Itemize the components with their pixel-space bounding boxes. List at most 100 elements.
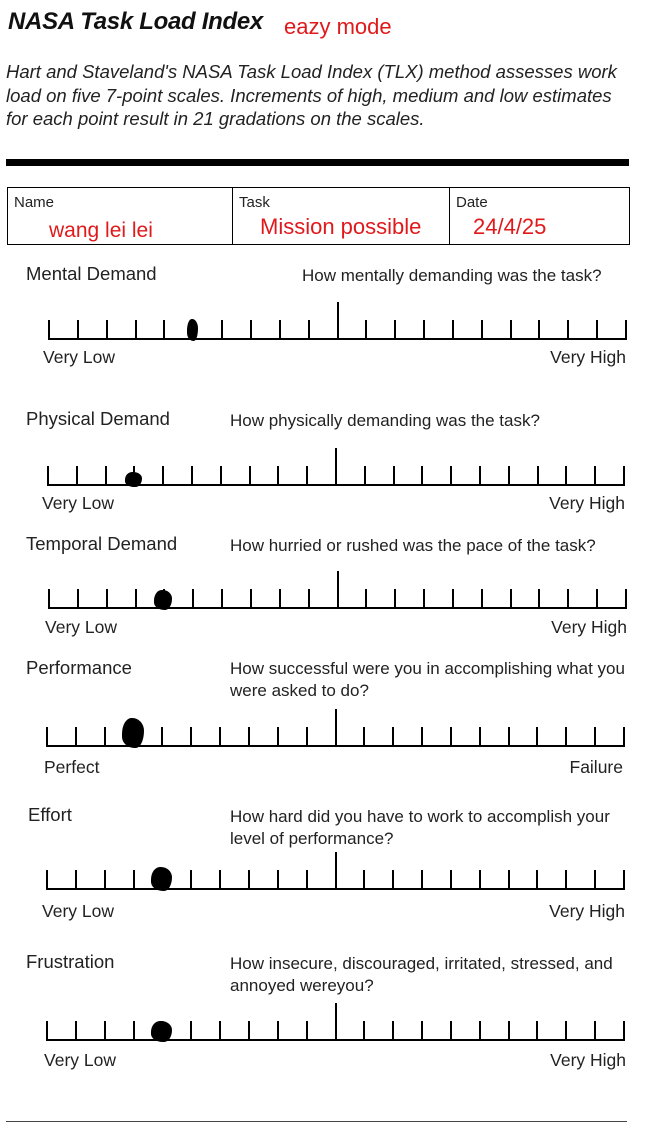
scale-tick[interactable] — [565, 1021, 568, 1041]
scale-tick[interactable] — [449, 1021, 452, 1041]
scale-tick[interactable] — [480, 320, 483, 340]
scale-tick[interactable] — [278, 589, 281, 609]
scale-tick[interactable] — [507, 1021, 510, 1041]
effort-scale[interactable] — [46, 850, 625, 891]
scale-tick[interactable] — [623, 466, 625, 486]
scale-tick[interactable] — [596, 589, 599, 609]
scale-tick[interactable] — [392, 466, 395, 486]
scale-tick[interactable] — [623, 727, 625, 747]
scale-tick[interactable] — [104, 466, 107, 486]
scale-tick[interactable] — [76, 320, 79, 340]
scale-tick[interactable] — [192, 589, 195, 609]
scale-tick[interactable] — [190, 870, 193, 890]
scale-tick[interactable] — [538, 589, 541, 609]
mental-demand-scale[interactable] — [48, 300, 627, 341]
scale-tick[interactable] — [421, 1021, 424, 1041]
scale-tick[interactable] — [423, 320, 426, 340]
scale-tick[interactable] — [221, 320, 224, 340]
scale-tick[interactable] — [46, 1021, 48, 1041]
scale-tick[interactable] — [219, 870, 222, 890]
scale-tick[interactable] — [219, 466, 222, 486]
scale-tick[interactable] — [221, 589, 224, 609]
scale-tick[interactable] — [76, 589, 79, 609]
scale-tick[interactable] — [594, 466, 597, 486]
scale-tick[interactable] — [134, 589, 137, 609]
scale-tick[interactable] — [46, 727, 48, 747]
scale-tick[interactable] — [392, 870, 395, 890]
scale-midpoint-tick[interactable] — [334, 852, 337, 890]
scale-tick[interactable] — [74, 870, 77, 890]
scale-tick[interactable] — [421, 727, 424, 747]
scale-tick[interactable] — [163, 320, 166, 340]
scale-tick[interactable] — [594, 727, 597, 747]
scale-tick[interactable] — [363, 870, 366, 890]
scale-tick[interactable] — [249, 320, 252, 340]
frustration-scale[interactable] — [46, 1001, 625, 1042]
scale-tick[interactable] — [105, 589, 108, 609]
scale-tick[interactable] — [623, 1021, 625, 1041]
scale-tick[interactable] — [594, 1021, 597, 1041]
scale-tick[interactable] — [536, 1021, 539, 1041]
temporal-demand-scale[interactable] — [48, 569, 627, 610]
scale-tick[interactable] — [247, 727, 250, 747]
scale-midpoint-tick[interactable] — [336, 571, 339, 609]
scale-tick[interactable] — [421, 466, 424, 486]
scale-tick[interactable] — [392, 727, 395, 747]
scale-tick[interactable] — [363, 466, 366, 486]
scale-tick[interactable] — [103, 727, 106, 747]
scale-tick[interactable] — [478, 727, 481, 747]
scale-tick[interactable] — [449, 727, 452, 747]
scale-tick[interactable] — [450, 466, 453, 486]
scale-tick[interactable] — [161, 727, 164, 747]
scale-tick[interactable] — [625, 589, 627, 609]
scale-tick[interactable] — [594, 870, 597, 890]
scale-tick[interactable] — [421, 870, 424, 890]
scale-tick[interactable] — [567, 320, 570, 340]
scale-tick[interactable] — [365, 320, 368, 340]
scale-tick[interactable] — [276, 870, 279, 890]
scale-tick[interactable] — [536, 466, 539, 486]
scale-tick[interactable] — [219, 727, 222, 747]
scale-tick[interactable] — [480, 589, 483, 609]
scale-tick[interactable] — [305, 727, 308, 747]
scale-tick[interactable] — [451, 589, 454, 609]
scale-tick[interactable] — [536, 870, 539, 890]
scale-tick[interactable] — [507, 870, 510, 890]
scale-tick[interactable] — [190, 727, 193, 747]
scale-tick[interactable] — [191, 466, 193, 486]
scale-tick[interactable] — [538, 320, 541, 340]
scale-tick[interactable] — [365, 589, 368, 609]
scale-tick[interactable] — [247, 1021, 250, 1041]
scale-tick[interactable] — [276, 1021, 279, 1041]
scale-tick[interactable] — [423, 589, 426, 609]
scale-tick[interactable] — [565, 870, 568, 890]
scale-tick[interactable] — [219, 1021, 222, 1041]
scale-tick[interactable] — [47, 466, 49, 486]
scale-midpoint-tick[interactable] — [334, 1003, 337, 1041]
scale-tick[interactable] — [509, 589, 512, 609]
scale-tick[interactable] — [278, 320, 281, 340]
scale-tick[interactable] — [162, 466, 165, 486]
scale-tick[interactable] — [190, 1021, 193, 1041]
scale-tick[interactable] — [247, 870, 250, 890]
scale-tick[interactable] — [392, 1021, 395, 1041]
scale-tick[interactable] — [307, 320, 310, 340]
scale-tick[interactable] — [363, 1021, 366, 1041]
date-cell[interactable]: Date 24/4/25 — [450, 188, 631, 244]
scale-tick[interactable] — [565, 727, 568, 747]
scale-tick[interactable] — [75, 466, 78, 486]
physical-demand-scale[interactable] — [47, 446, 625, 487]
scale-tick[interactable] — [249, 589, 252, 609]
scale-tick[interactable] — [623, 870, 625, 890]
scale-tick[interactable] — [449, 870, 452, 890]
name-cell[interactable]: Name wang lei lei — [8, 188, 233, 244]
scale-tick[interactable] — [306, 466, 309, 486]
scale-tick[interactable] — [394, 589, 397, 609]
scale-tick[interactable] — [478, 870, 481, 890]
scale-tick[interactable] — [48, 589, 50, 609]
scale-tick[interactable] — [305, 1021, 308, 1041]
scale-tick[interactable] — [248, 466, 251, 486]
scale-tick[interactable] — [103, 870, 106, 890]
scale-tick[interactable] — [46, 870, 48, 890]
scale-midpoint-tick[interactable] — [335, 448, 337, 486]
